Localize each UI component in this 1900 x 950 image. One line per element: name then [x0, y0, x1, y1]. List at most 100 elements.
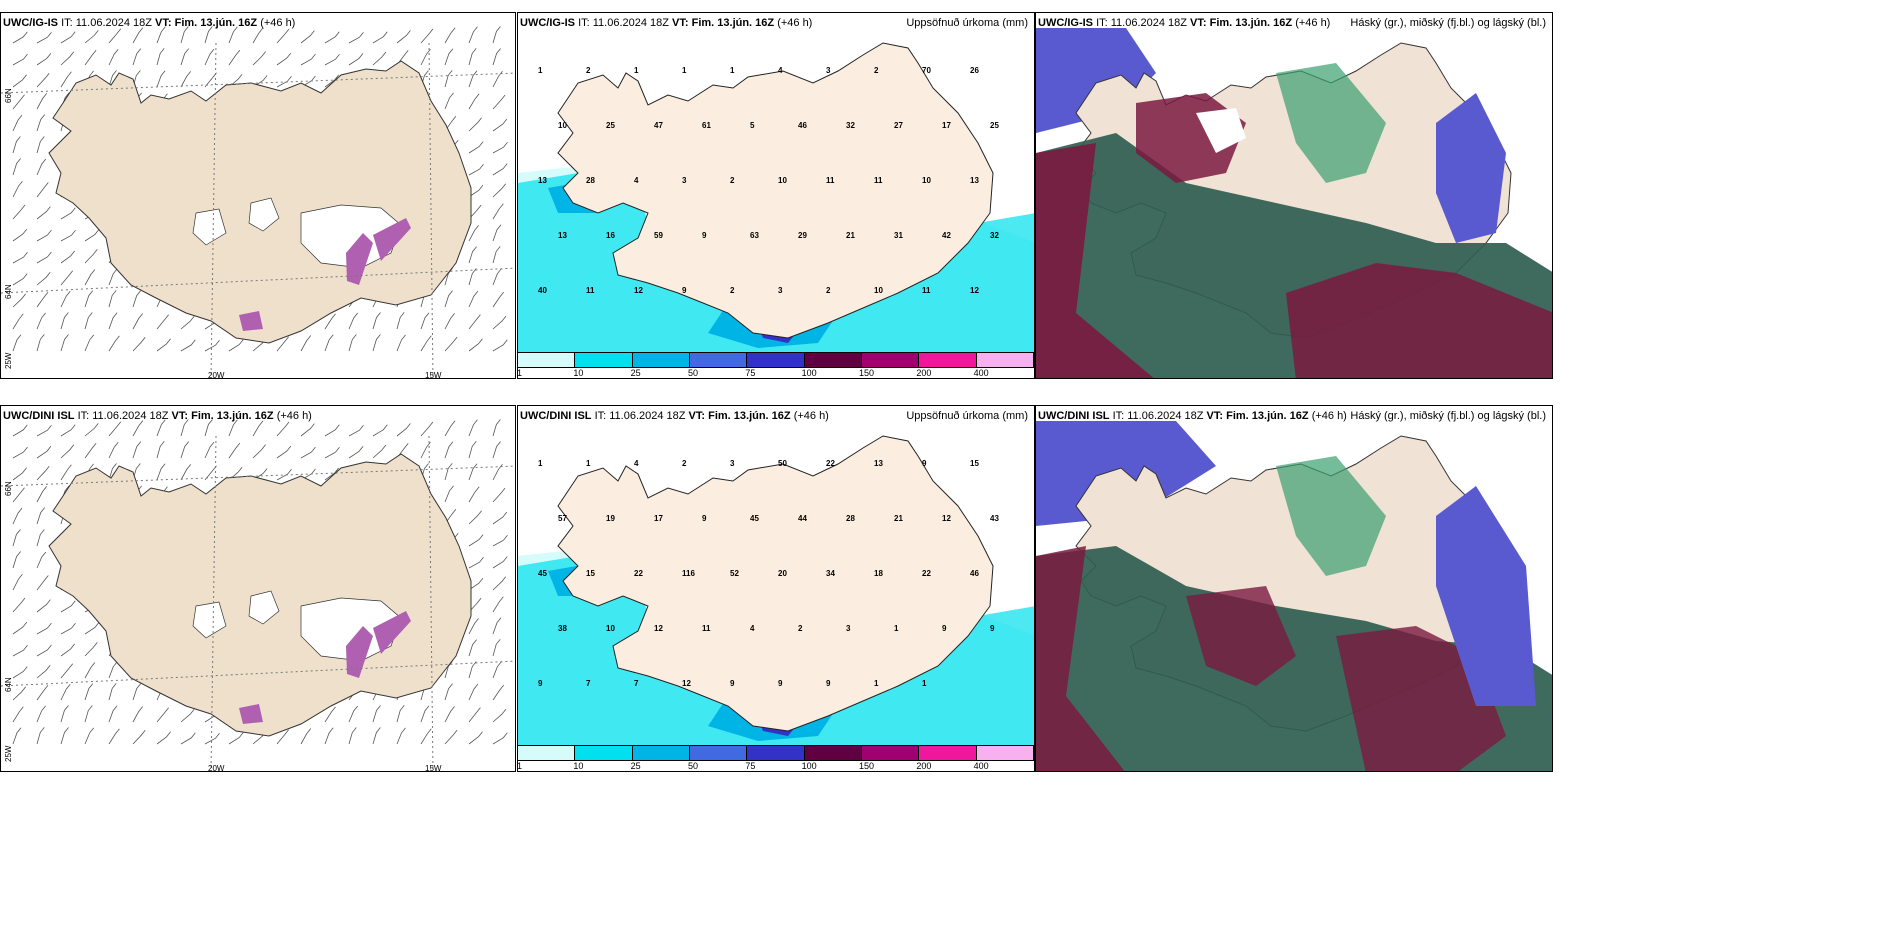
- iceland-landmass: [557, 42, 994, 339]
- precip-patch: [346, 626, 373, 678]
- wind-barb: [444, 27, 456, 44]
- colorbar-tick: 150: [858, 368, 875, 378]
- wind-barb: [108, 421, 122, 437]
- wind-barb: [36, 665, 51, 679]
- panel-title: UWC/DINI ISL IT: 11.06.2024 18Z VT: Fim.…: [3, 410, 312, 422]
- wind-barb: [156, 419, 166, 437]
- wind-barb: [180, 464, 192, 481]
- wind-barb: [60, 424, 76, 437]
- wind-barb: [36, 424, 52, 437]
- glacier: [192, 601, 227, 639]
- precip-value: 43: [990, 514, 999, 523]
- wind-barb: [84, 622, 100, 635]
- precip-value: 32: [990, 231, 999, 240]
- lon-label: 15W: [425, 764, 442, 772]
- wind-barb: [372, 727, 381, 745]
- precip-value: 22: [922, 569, 931, 578]
- colorbar-tick: 100: [801, 368, 817, 378]
- wind-barb: [324, 53, 340, 66]
- precip-value: 34: [826, 569, 835, 578]
- wind-barb: [348, 727, 357, 745]
- wind-barb: [468, 683, 479, 701]
- precip-value: 21: [846, 231, 855, 240]
- colorbar-swatch: [632, 746, 690, 760]
- wind-map-panel-row1: UWC/IG-IS IT: 11.06.2024 18Z VT: Fim. 13…: [0, 12, 516, 379]
- wind-barb: [324, 467, 340, 481]
- wind-barb: [132, 441, 142, 459]
- wind-barb: [468, 163, 484, 176]
- wind-barb: [12, 31, 28, 44]
- precip-value: 38: [558, 624, 567, 633]
- meridian: [210, 435, 217, 771]
- wind-barb: [468, 419, 478, 437]
- wind-barb: [300, 30, 315, 44]
- wind-barb: [108, 463, 117, 481]
- precip-value: 9: [826, 679, 831, 688]
- wind-barb: [36, 312, 46, 330]
- wind-barb: [12, 621, 28, 635]
- wind-barb: [324, 334, 334, 352]
- wind-barb: [132, 337, 146, 352]
- wind-barb: [36, 114, 46, 132]
- colorbar-swatch: [575, 746, 633, 760]
- wind-barb: [12, 574, 23, 591]
- wind-barb: [444, 70, 453, 88]
- wind-barb: [492, 441, 501, 459]
- precip-value: 1: [634, 66, 639, 75]
- wind-barb: [108, 48, 119, 66]
- wind-barb: [12, 597, 26, 613]
- wind-barb: [468, 117, 482, 132]
- wind-barb: [252, 27, 264, 44]
- cloud-map-panel-row1: UWC/IG-IS IT: 11.06.2024 18Z VT: Fim. 13…: [1035, 12, 1553, 379]
- precip-map-panel-row1: UWC/IG-IS IT: 11.06.2024 18Z VT: Fim. 13…: [517, 12, 1035, 379]
- colorbar-swatch: [804, 746, 862, 760]
- lat-label: 66N: [4, 88, 13, 103]
- precip-value: 17: [942, 121, 951, 130]
- precip-value: 45: [538, 569, 547, 578]
- colorbar-swatch: [861, 353, 920, 367]
- precip-colorbar: 1 10 25 50 75 100 150 200 400: [518, 350, 1034, 378]
- wind-barb: [492, 141, 508, 154]
- wind-barb: [156, 70, 166, 88]
- wind-barb: [348, 424, 364, 437]
- colorbar-tick: 75: [745, 368, 756, 378]
- wind-barb: [12, 251, 28, 264]
- wind-barb: [276, 28, 290, 44]
- wind-barb: [108, 683, 117, 701]
- precip-value: 13: [874, 459, 883, 468]
- wind-barb: [468, 225, 479, 242]
- wind-barb: [84, 662, 96, 679]
- wind-barb: [420, 421, 434, 437]
- precip-value: 11: [874, 176, 883, 185]
- precip-value: 25: [606, 121, 615, 130]
- wind-barb: [492, 661, 502, 679]
- wind-barb: [492, 617, 502, 635]
- panel-title: UWC/DINI ISL IT: 11.06.2024 18Z VT: Fim.…: [1038, 410, 1347, 422]
- colorbar-swatch: [976, 353, 1034, 367]
- wind-barb: [180, 419, 189, 437]
- wind-barb: [468, 486, 480, 503]
- wind-barb: [372, 424, 388, 437]
- precip-value: 44: [798, 514, 807, 523]
- wind-barb: [36, 182, 49, 198]
- wind-map: [1, 26, 515, 378]
- wind-barb: [108, 705, 118, 723]
- precip-value: 10: [874, 286, 883, 295]
- wind-barb: [396, 334, 406, 352]
- wind-barb: [468, 141, 484, 154]
- precip-value: 18: [874, 569, 883, 578]
- wind-barb: [324, 31, 340, 44]
- wind-barb: [84, 50, 97, 66]
- precip-value: 9: [702, 514, 707, 523]
- wind-barb: [468, 93, 480, 110]
- precip-value: 11: [702, 624, 711, 633]
- wind-barb: [492, 48, 501, 66]
- wind-barb: [36, 465, 50, 481]
- wind-barb: [36, 206, 51, 220]
- wind-barb: [204, 732, 220, 745]
- precip-value: 12: [970, 286, 979, 295]
- wind-barb: [468, 577, 484, 591]
- precip-value: 19: [606, 514, 615, 523]
- precip-value: 63: [750, 231, 759, 240]
